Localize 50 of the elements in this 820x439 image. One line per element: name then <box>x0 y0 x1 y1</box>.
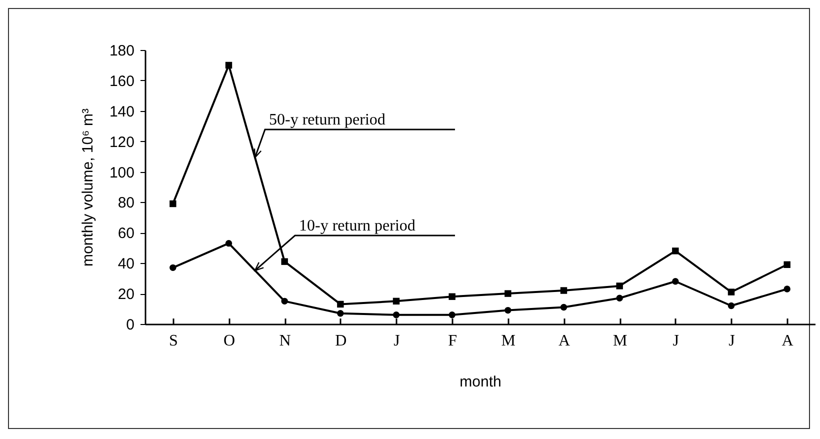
x-tick-label: M <box>612 332 628 350</box>
x-tick-label: S <box>168 332 178 350</box>
point <box>281 258 288 265</box>
point <box>784 286 790 292</box>
y-tick-label: 20 <box>118 286 134 304</box>
point <box>616 282 623 290</box>
point <box>392 298 400 305</box>
y-axis-title: monthly volume, 10⁶ m³ <box>79 108 96 266</box>
point <box>560 304 568 311</box>
y-tick-label: 140 <box>109 103 134 120</box>
point <box>281 298 288 305</box>
point <box>225 240 232 247</box>
y-tick-label: 160 <box>109 72 134 90</box>
point <box>225 62 232 69</box>
point <box>392 312 400 318</box>
series-label: 50-y return period <box>268 112 386 129</box>
x-tick-label: J <box>728 332 735 350</box>
point <box>504 306 512 314</box>
x-axis-title: month <box>460 374 502 390</box>
y-tick-label: 80 <box>118 194 134 212</box>
point <box>784 261 790 268</box>
y-tick-label: 40 <box>118 256 134 273</box>
x-tick-label: J <box>672 332 680 350</box>
point <box>504 290 512 297</box>
x-tick-label: D <box>335 332 347 350</box>
x-tick-label: A <box>558 332 570 350</box>
x-tick-label: A <box>782 332 794 350</box>
y-tick-label: 0 <box>126 316 134 334</box>
point <box>337 300 344 308</box>
point <box>170 200 176 208</box>
point <box>170 264 176 272</box>
x-tick-label: F <box>448 332 458 350</box>
x-tick-label: J <box>394 332 400 350</box>
point <box>672 278 679 285</box>
x-tick-label: O <box>223 332 236 350</box>
point <box>448 293 456 300</box>
point <box>728 288 735 296</box>
point <box>448 312 456 318</box>
x-tick-label: M <box>501 332 516 350</box>
point <box>616 294 623 302</box>
y-tick-label: 180 <box>109 42 134 60</box>
point <box>337 310 344 317</box>
x-tick-label: N <box>279 332 292 350</box>
point <box>560 287 568 294</box>
y-tick-label: 100 <box>109 164 134 182</box>
point <box>672 248 679 254</box>
y-tick-label: 60 <box>118 225 134 242</box>
y-tick-label: 120 <box>109 134 134 151</box>
point <box>728 302 735 310</box>
text: 10-y return period <box>298 218 416 235</box>
